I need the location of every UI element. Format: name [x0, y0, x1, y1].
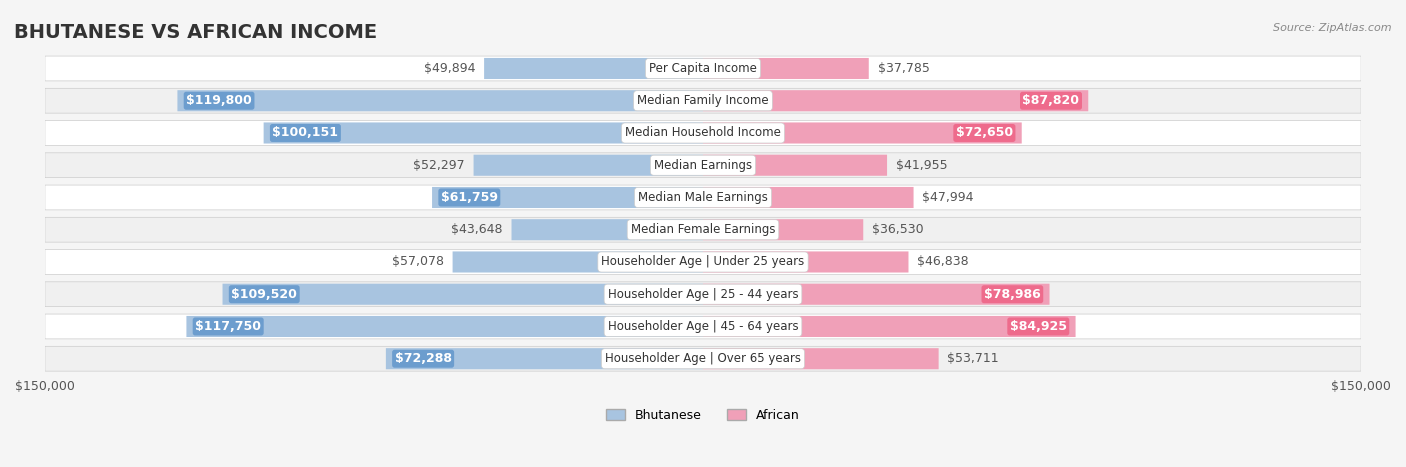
FancyBboxPatch shape	[703, 90, 1088, 111]
FancyBboxPatch shape	[222, 283, 703, 305]
Text: $47,994: $47,994	[922, 191, 974, 204]
FancyBboxPatch shape	[45, 120, 1361, 145]
Text: $109,520: $109,520	[232, 288, 297, 301]
FancyBboxPatch shape	[703, 348, 939, 369]
Text: $43,648: $43,648	[451, 223, 503, 236]
Text: $61,759: $61,759	[441, 191, 498, 204]
FancyBboxPatch shape	[474, 155, 703, 176]
Text: $117,750: $117,750	[195, 320, 262, 333]
Legend: Bhutanese, African: Bhutanese, African	[602, 403, 804, 427]
Text: $119,800: $119,800	[186, 94, 252, 107]
Text: Householder Age | 45 - 64 years: Householder Age | 45 - 64 years	[607, 320, 799, 333]
Text: $52,297: $52,297	[413, 159, 465, 172]
Text: Householder Age | 25 - 44 years: Householder Age | 25 - 44 years	[607, 288, 799, 301]
Text: Householder Age | Over 65 years: Householder Age | Over 65 years	[605, 352, 801, 365]
Text: Median Earnings: Median Earnings	[654, 159, 752, 172]
Text: $36,530: $36,530	[872, 223, 924, 236]
Text: $41,955: $41,955	[896, 159, 948, 172]
FancyBboxPatch shape	[187, 316, 703, 337]
Text: $72,650: $72,650	[956, 127, 1012, 140]
FancyBboxPatch shape	[385, 348, 703, 369]
FancyBboxPatch shape	[703, 251, 908, 273]
Text: $72,288: $72,288	[395, 352, 451, 365]
Text: $37,785: $37,785	[877, 62, 929, 75]
Text: $87,820: $87,820	[1022, 94, 1080, 107]
FancyBboxPatch shape	[45, 282, 1361, 307]
FancyBboxPatch shape	[432, 187, 703, 208]
Text: $46,838: $46,838	[917, 255, 969, 269]
FancyBboxPatch shape	[45, 249, 1361, 275]
FancyBboxPatch shape	[512, 219, 703, 240]
FancyBboxPatch shape	[45, 185, 1361, 210]
Text: $78,986: $78,986	[984, 288, 1040, 301]
FancyBboxPatch shape	[45, 347, 1361, 371]
Text: Per Capita Income: Per Capita Income	[650, 62, 756, 75]
Text: $49,894: $49,894	[423, 62, 475, 75]
Text: Median Family Income: Median Family Income	[637, 94, 769, 107]
FancyBboxPatch shape	[703, 283, 1049, 305]
Text: $57,078: $57,078	[392, 255, 444, 269]
FancyBboxPatch shape	[45, 88, 1361, 113]
FancyBboxPatch shape	[703, 58, 869, 79]
Text: BHUTANESE VS AFRICAN INCOME: BHUTANESE VS AFRICAN INCOME	[14, 23, 377, 42]
FancyBboxPatch shape	[177, 90, 703, 111]
Text: Householder Age | Under 25 years: Householder Age | Under 25 years	[602, 255, 804, 269]
FancyBboxPatch shape	[484, 58, 703, 79]
FancyBboxPatch shape	[703, 316, 1076, 337]
Text: Source: ZipAtlas.com: Source: ZipAtlas.com	[1274, 23, 1392, 33]
FancyBboxPatch shape	[703, 155, 887, 176]
FancyBboxPatch shape	[703, 122, 1022, 143]
FancyBboxPatch shape	[703, 219, 863, 240]
Text: $84,925: $84,925	[1010, 320, 1067, 333]
FancyBboxPatch shape	[45, 314, 1361, 339]
Text: $100,151: $100,151	[273, 127, 339, 140]
Text: Median Female Earnings: Median Female Earnings	[631, 223, 775, 236]
FancyBboxPatch shape	[45, 56, 1361, 81]
Text: Median Male Earnings: Median Male Earnings	[638, 191, 768, 204]
FancyBboxPatch shape	[45, 217, 1361, 242]
FancyBboxPatch shape	[264, 122, 703, 143]
FancyBboxPatch shape	[453, 251, 703, 273]
FancyBboxPatch shape	[45, 153, 1361, 177]
FancyBboxPatch shape	[703, 187, 914, 208]
Text: Median Household Income: Median Household Income	[626, 127, 780, 140]
Text: $53,711: $53,711	[948, 352, 1000, 365]
